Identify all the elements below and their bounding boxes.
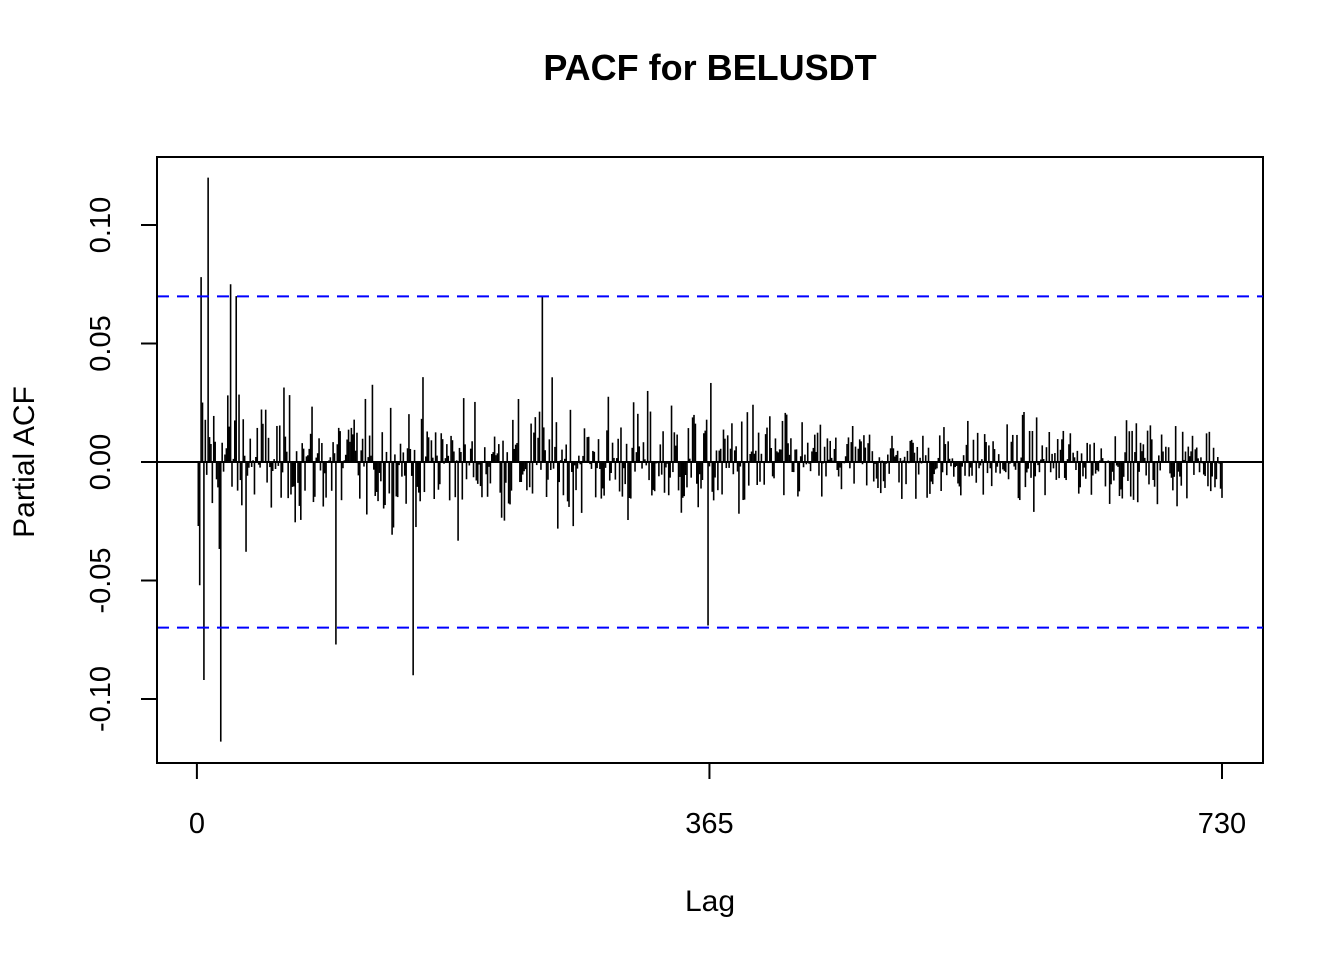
- y-tick-label: 0.10: [85, 197, 117, 253]
- y-tick-label: -0.10: [85, 666, 117, 732]
- x-tick-label: 0: [189, 808, 205, 840]
- y-tick-label: 0.00: [85, 434, 117, 490]
- x-axis-label: Lag: [685, 885, 735, 918]
- chart-title: PACF for BELUSDT: [543, 47, 876, 88]
- x-axis: 0 365 730: [189, 762, 1246, 840]
- y-axis: -0.10 -0.05 0.00 0.05 0.10: [85, 197, 158, 732]
- y-axis-label: Partial ACF: [8, 386, 41, 538]
- pacf-bars: [197, 177, 1223, 742]
- x-tick-label: 365: [685, 808, 733, 840]
- plot-frame: [156, 156, 1264, 764]
- y-tick-label: -0.05: [85, 547, 117, 613]
- y-tick-label: 0.05: [85, 315, 117, 371]
- x-tick-label: 730: [1198, 808, 1246, 840]
